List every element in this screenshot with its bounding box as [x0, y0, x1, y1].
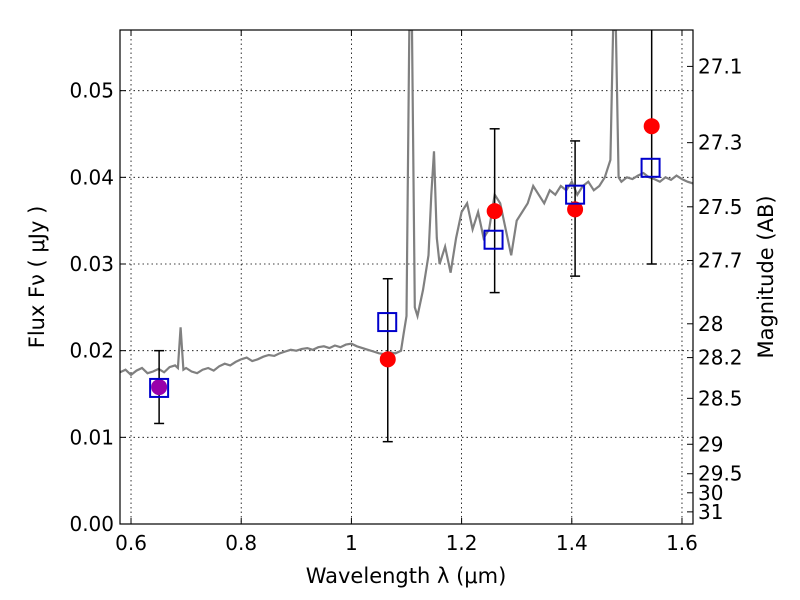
model-flux-square	[565, 184, 586, 205]
right-tick-label: 29.5	[698, 462, 743, 486]
spectrum-line	[120, 30, 693, 377]
y-tick-label: 0.02	[69, 339, 114, 363]
measured-flux-point	[643, 118, 660, 135]
right-tick-label: 27.1	[698, 54, 743, 78]
right-tick-label: 27.5	[698, 195, 743, 219]
measured-flux-point	[151, 379, 168, 396]
right-tick-label: 30	[698, 481, 723, 505]
y-tick-label: 0.03	[69, 252, 114, 276]
right-tick-label: 27.7	[698, 249, 743, 273]
plot-frame	[119, 29, 694, 525]
axes-ticks: 0.6 0.8 1 1.2 1.4 1.6 0.00 0.01 0.02 0.03 0.04 0.05…	[69, 30, 743, 555]
right-tick-label: 28.2	[698, 346, 743, 370]
model-flux-square	[640, 157, 661, 178]
x-tick-label: 0.6	[115, 531, 147, 555]
x-tick-label: 1.2	[446, 531, 478, 555]
x-tick-label: 1	[345, 531, 358, 555]
right-tick-label: 31	[698, 500, 723, 524]
right-tick-label: 28	[698, 312, 723, 336]
y-tick-label: 0.04	[69, 165, 114, 189]
y-tick-label: 0.01	[69, 425, 114, 449]
x-tick-label: 1.4	[556, 531, 588, 555]
right-tick-label: 29	[698, 432, 723, 456]
measured-flux-point	[379, 351, 396, 368]
model-flux-square	[483, 229, 504, 250]
measured-flux-point	[486, 203, 503, 220]
plot-area	[120, 30, 693, 443]
x-axis-label: Wavelength λ (μm)	[306, 564, 507, 588]
right-axis-label: Magnitude (AB)	[754, 195, 778, 358]
right-tick-label: 27.3	[698, 131, 743, 155]
measured-flux-point	[567, 201, 584, 218]
y-tick-label: 0.00	[69, 512, 114, 536]
x-tick-label: 0.8	[225, 531, 257, 555]
y-tick-label: 0.05	[69, 79, 114, 103]
model-flux-square	[377, 312, 398, 333]
right-tick-label: 28.5	[698, 386, 743, 410]
model-flux-square	[149, 377, 170, 398]
x-tick-label: 1.6	[666, 531, 698, 555]
y-axis-label: Flux Fν ( μJy )	[25, 206, 49, 349]
